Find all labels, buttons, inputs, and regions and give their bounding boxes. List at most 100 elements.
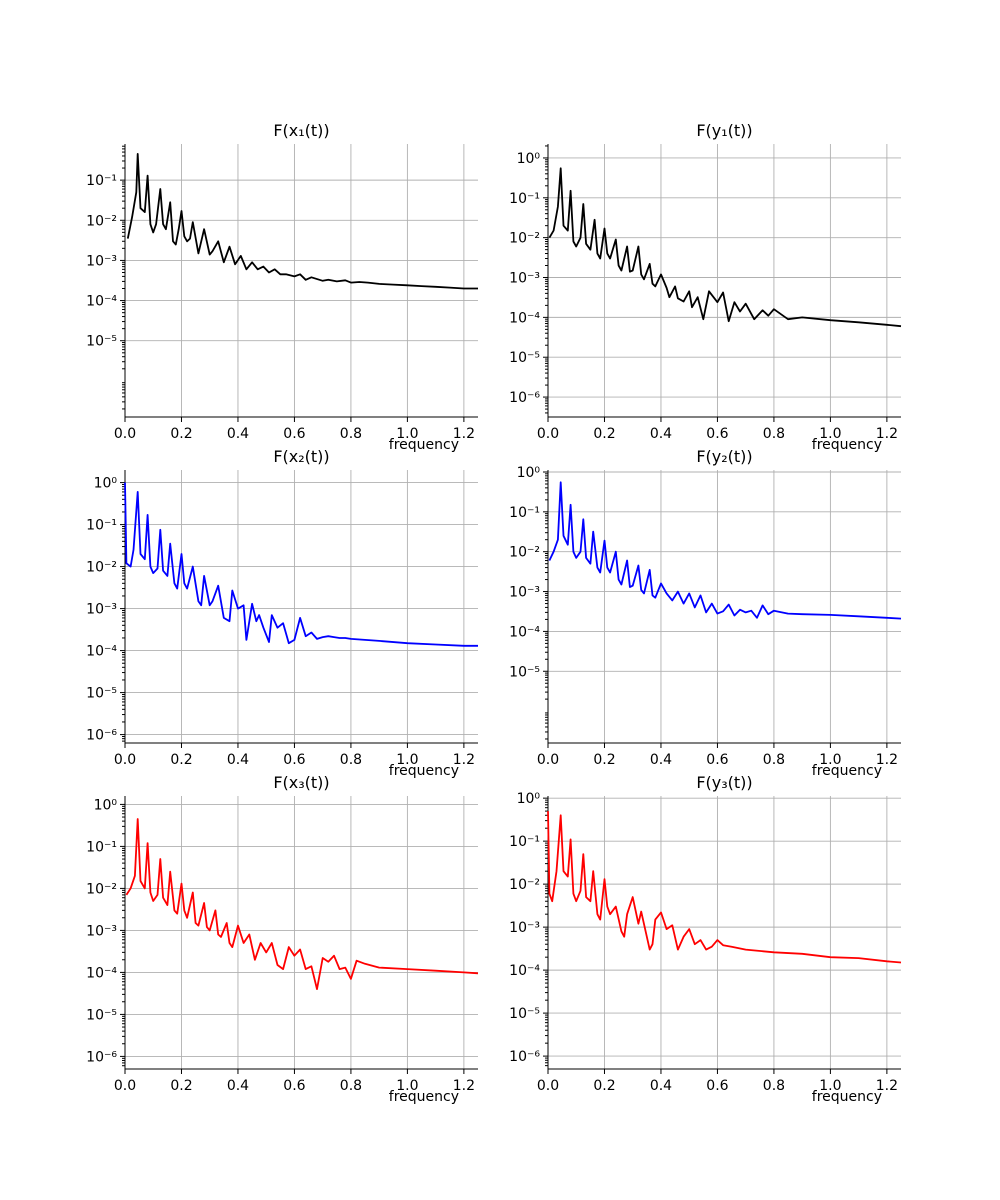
x-tick-label: 0.8 bbox=[763, 426, 785, 442]
y-tick-label: 10⁻⁵ bbox=[509, 350, 540, 366]
x-tick-label: 0.4 bbox=[227, 426, 249, 442]
x-tick-label: 0.6 bbox=[283, 426, 305, 442]
subplot-2: 0.0 0.2 0.4 0.6 0.8 1.0 1.2 10⁻⁶ 10⁻⁵ 10⁻⁴ 10⁻³ 10⁻… bbox=[509, 121, 902, 453]
y-tick-label: 10⁰ bbox=[94, 476, 118, 492]
series-line bbox=[548, 167, 902, 328]
y-tick-label: 10⁻⁴ bbox=[86, 294, 117, 310]
x-tick-label: 0.2 bbox=[170, 1078, 192, 1094]
x-tick-label: 0.2 bbox=[593, 426, 615, 442]
series-line bbox=[125, 818, 479, 990]
series-line bbox=[548, 481, 902, 620]
x-axis-label: frequency bbox=[812, 763, 882, 779]
y-tick-label: 10⁻⁵ bbox=[509, 664, 540, 680]
subplot-4: 0.0 0.2 0.4 0.6 0.8 1.0 1.2 10⁻⁵ 10⁻⁴ 10⁻³ 10⁻² 10⁻… bbox=[509, 447, 902, 779]
x-tick-label: 0.0 bbox=[537, 1078, 559, 1094]
chart-title: F(x₃(t)) bbox=[273, 773, 329, 792]
subplot-5: 0.0 0.2 0.4 0.6 0.8 1.0 1.2 10⁻⁶ 10⁻⁵ 10⁻⁴ 10⁻³ 10⁻… bbox=[86, 773, 479, 1105]
x-tick-label: 0.8 bbox=[340, 1078, 362, 1094]
y-tick-label: 10⁻⁴ bbox=[509, 310, 540, 326]
x-tick-label: 0.2 bbox=[593, 1078, 615, 1094]
chart-title: F(x₂(t)) bbox=[273, 447, 329, 466]
x-tick-label: 0.6 bbox=[283, 752, 305, 768]
x-tick-label: 1.2 bbox=[876, 752, 898, 768]
x-tick-label: 0.4 bbox=[650, 426, 672, 442]
y-tick-label: 10⁻² bbox=[86, 560, 117, 576]
x-axis-label: frequency bbox=[389, 437, 459, 453]
x-tick-label: 0.0 bbox=[537, 426, 559, 442]
y-tick-label: 10⁻¹ bbox=[509, 505, 540, 521]
x-tick-label: 0.0 bbox=[114, 426, 136, 442]
x-tick-label: 1.0 bbox=[819, 1078, 841, 1094]
series-line bbox=[547, 811, 902, 964]
x-axis-label: frequency bbox=[389, 1089, 459, 1105]
x-tick-label: 1.0 bbox=[396, 426, 418, 442]
x-tick-label: 1.0 bbox=[396, 1078, 418, 1094]
y-tick-label: 10⁻¹ bbox=[86, 173, 117, 189]
x-tick-label: 1.2 bbox=[453, 752, 475, 768]
y-tick-label: 10⁻¹ bbox=[509, 834, 540, 850]
y-tick-label: 10⁰ bbox=[517, 791, 541, 807]
x-tick-label: 1.0 bbox=[819, 426, 841, 442]
x-tick-label: 1.2 bbox=[876, 1078, 898, 1094]
y-tick-label: 10⁻² bbox=[509, 877, 540, 893]
y-tick-label: 10⁻⁶ bbox=[86, 728, 117, 744]
x-tick-label: 1.2 bbox=[453, 1078, 475, 1094]
y-tick-label: 10⁻³ bbox=[509, 271, 540, 287]
x-tick-label: 1.0 bbox=[819, 752, 841, 768]
y-tick-label: 10⁻³ bbox=[86, 253, 117, 269]
y-tick-label: 10⁻³ bbox=[509, 585, 540, 601]
chart-title: F(y₁(t)) bbox=[696, 121, 752, 140]
x-axis-label: frequency bbox=[389, 763, 459, 779]
y-tick-label: 10⁻⁴ bbox=[509, 624, 540, 640]
y-tick-label: 10⁻⁴ bbox=[509, 963, 540, 979]
x-tick-label: 1.2 bbox=[453, 426, 475, 442]
y-tick-label: 10⁻¹ bbox=[86, 839, 117, 855]
y-tick-label: 10⁻³ bbox=[86, 602, 117, 618]
y-tick-label: 10⁻⁴ bbox=[86, 644, 117, 660]
x-tick-label: 0.4 bbox=[227, 1078, 249, 1094]
x-tick-label: 0.6 bbox=[706, 752, 728, 768]
chart-title: F(x₁(t)) bbox=[273, 121, 329, 140]
y-tick-label: 10⁻² bbox=[509, 545, 540, 561]
chart-title: F(y₃(t)) bbox=[696, 773, 752, 792]
y-tick-label: 10⁻² bbox=[86, 213, 117, 229]
x-tick-label: 0.0 bbox=[537, 752, 559, 768]
x-tick-label: 0.8 bbox=[340, 426, 362, 442]
x-tick-label: 1.2 bbox=[876, 426, 898, 442]
y-tick-label: 10⁻² bbox=[509, 231, 540, 247]
y-tick-label: 10⁻¹ bbox=[86, 518, 117, 534]
y-tick-label: 10⁰ bbox=[517, 151, 541, 167]
y-tick-label: 10⁻⁵ bbox=[86, 1007, 117, 1023]
subplot-3: 0.0 0.2 0.4 0.6 0.8 1.0 1.2 10⁻⁶ 10⁻⁵ 10⁻⁴ 10⁻³ 10⁻… bbox=[86, 447, 478, 779]
x-tick-label: 0.4 bbox=[650, 752, 672, 768]
x-tick-label: 0.8 bbox=[763, 1078, 785, 1094]
y-tick-label: 10⁻³ bbox=[509, 920, 540, 936]
series-line bbox=[124, 482, 478, 647]
y-tick-label: 10⁻⁵ bbox=[86, 334, 117, 350]
x-tick-label: 0.2 bbox=[170, 426, 192, 442]
subplot-1: 0.0 0.2 0.4 0.6 0.8 1.0 1.2 10⁻⁵ 10⁻⁴ 10⁻³ 10⁻² 10⁻… bbox=[86, 121, 478, 453]
x-tick-label: 0.0 bbox=[114, 1078, 136, 1094]
x-axis-label: frequency bbox=[812, 437, 882, 453]
x-tick-label: 0.2 bbox=[170, 752, 192, 768]
x-tick-label: 0.4 bbox=[650, 1078, 672, 1094]
y-tick-label: 10⁻¹ bbox=[509, 191, 540, 207]
y-tick-label: 10⁻⁵ bbox=[86, 686, 117, 702]
y-tick-label: 10⁻⁶ bbox=[509, 390, 540, 406]
y-tick-label: 10⁰ bbox=[94, 797, 118, 813]
x-tick-label: 0.6 bbox=[706, 426, 728, 442]
x-axis-label: frequency bbox=[812, 1089, 882, 1105]
y-tick-label: 10⁻⁶ bbox=[86, 1049, 117, 1065]
y-tick-label: 10⁻⁴ bbox=[86, 965, 117, 981]
x-tick-label: 0.2 bbox=[593, 752, 615, 768]
x-tick-label: 0.4 bbox=[227, 752, 249, 768]
y-tick-label: 10⁻⁵ bbox=[509, 1006, 540, 1022]
series-line bbox=[126, 152, 478, 290]
chart-title: F(y₂(t)) bbox=[696, 447, 752, 466]
subplot-6: 0.0 0.2 0.4 0.6 0.8 1.0 1.2 10⁻⁶ 10⁻⁵ 10⁻⁴ 10⁻³ 10⁻… bbox=[509, 773, 902, 1105]
x-tick-label: 0.6 bbox=[283, 1078, 305, 1094]
y-tick-label: 10⁰ bbox=[517, 465, 541, 481]
x-tick-label: 0.6 bbox=[706, 1078, 728, 1094]
x-tick-label: 0.0 bbox=[114, 752, 136, 768]
